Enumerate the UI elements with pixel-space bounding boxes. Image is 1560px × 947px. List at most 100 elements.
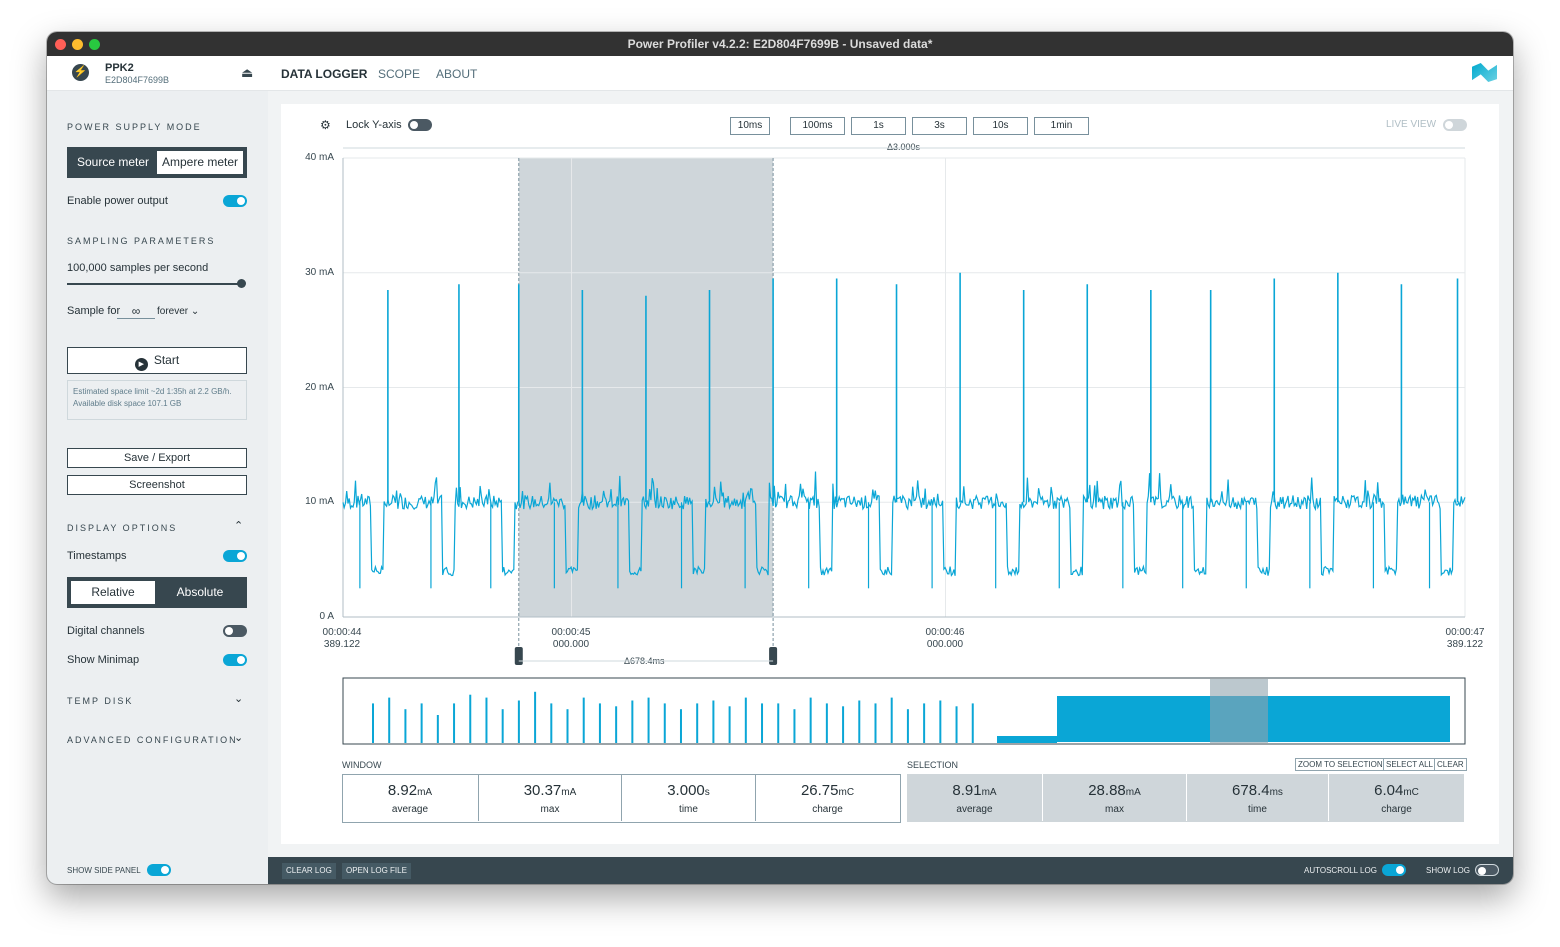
screenshot-button[interactable]: Screenshot [67, 475, 247, 495]
app-window: Power Profiler v4.2.2: E2D804F7699B - Un… [47, 32, 1513, 884]
sampling-title: SAMPLING PARAMETERS [67, 236, 216, 246]
window-time: 3.000s time [622, 774, 756, 821]
estimate-note: Estimated space limit ~2d 1:35h at 2.2 G… [67, 380, 247, 420]
sample-rate-slider-track[interactable] [67, 283, 243, 285]
power-supply-title: POWER SUPPLY MODE [67, 122, 202, 132]
tab-data-logger[interactable]: DATA LOGGER [281, 67, 368, 81]
selection-handle [514, 647, 523, 665]
settings-gear-icon[interactable]: ⚙ [320, 118, 331, 132]
selection-average: 8.91mA average [907, 774, 1043, 821]
side-panel: POWER SUPPLY MODE Source meter Ampere me… [47, 91, 268, 857]
open-log-file-button[interactable]: OPEN LOG FILE [342, 863, 411, 879]
zoom-to-selection-button[interactable]: ZOOM TO SELECTION [1295, 758, 1386, 771]
autoscroll-log-toggle[interactable] [1382, 864, 1406, 876]
sample-for-label: Sample for [67, 305, 121, 317]
timestamp-mode-toggle: Relative Absolute [67, 577, 247, 608]
save-export-button[interactable]: Save / Export [67, 448, 247, 468]
relative-button[interactable]: Relative [71, 581, 155, 604]
sample-for-input[interactable]: ∞ [117, 304, 155, 319]
clear-selection-button[interactable]: CLEAR [1434, 758, 1467, 771]
minimize-window-button[interactable] [72, 39, 83, 50]
lock-y-axis-label: Lock Y-axis [346, 119, 402, 131]
timestamps-label: Timestamps [67, 550, 127, 562]
start-button[interactable]: ▶ Start [67, 347, 247, 374]
clear-log-button[interactable]: CLEAR LOG [282, 863, 336, 879]
show-log-label: SHOW LOG [1426, 866, 1471, 875]
y-tick-label: 0 A [319, 611, 334, 622]
source-meter-button[interactable]: Source meter [76, 155, 150, 169]
temp-disk-title[interactable]: TEMP DISK [67, 696, 134, 706]
device-name: PPK2 [105, 62, 134, 74]
time-3s-button[interactable]: 3s [912, 117, 967, 135]
y-tick-label: 40 mA [305, 152, 334, 163]
close-window-button[interactable] [55, 39, 66, 50]
chevron-up-icon[interactable]: ⌃ [234, 520, 244, 532]
footer-bar: SHOW SIDE PANEL CLEAR LOG OPEN LOG FILE … [47, 857, 1513, 884]
window-delta-label: Δ3.000s [883, 142, 925, 152]
window-title: Power Profiler v4.2.2: E2D804F7699B - Un… [627, 37, 933, 51]
chevron-down-icon[interactable]: ⌄ [234, 732, 244, 744]
eject-icon[interactable]: ⏏ [241, 65, 254, 80]
selection-time: 678.4ms time [1187, 774, 1329, 821]
timestamps-toggle[interactable] [223, 550, 247, 562]
time-10s-button[interactable]: 10s [973, 117, 1028, 135]
x-tick-label: 00:00:44 389.122 [322, 627, 362, 650]
tab-scope[interactable]: SCOPE [378, 67, 421, 81]
show-log-toggle[interactable] [1475, 864, 1499, 876]
time-1s-button[interactable]: 1s [851, 117, 906, 135]
sample-for-unit-label: forever [157, 306, 189, 317]
start-label: Start [153, 353, 180, 367]
current-chart[interactable] [47, 32, 1513, 884]
power-mode-toggle: Source meter Ampere meter [67, 147, 247, 178]
display-options-title: DISPLAY OPTIONS [67, 523, 178, 533]
enable-power-label: Enable power output [67, 195, 168, 207]
live-view-label: LIVE VIEW [1386, 119, 1437, 130]
y-tick-label: 20 mA [305, 382, 334, 393]
time-10ms-button[interactable]: 10ms [730, 117, 770, 135]
lightning-icon: ⚡ [72, 64, 89, 81]
selection-handle [769, 647, 778, 665]
y-tick-label: 10 mA [305, 496, 334, 507]
show-side-panel-label: SHOW SIDE PANEL [67, 866, 141, 875]
window-charge: 26.75mC charge [800, 782, 855, 815]
advanced-config-title[interactable]: ADVANCED CONFIGURATION [67, 735, 238, 745]
title-bar: Power Profiler v4.2.2: E2D804F7699B - Un… [47, 32, 1513, 56]
window-max: 30.37mA max [479, 774, 622, 821]
time-1min-button[interactable]: 1min [1034, 117, 1089, 135]
minimap-toggle[interactable] [223, 654, 247, 666]
device-serial: E2D804F7699B [105, 75, 170, 85]
minimap-window-indicator [1210, 679, 1268, 743]
chevron-down-icon[interactable]: ⌄ [234, 693, 244, 705]
enable-power-toggle[interactable] [223, 195, 247, 207]
current-trace [342, 471, 1466, 577]
sample-rate-slider-handle[interactable] [237, 279, 246, 288]
minimap-label: Show Minimap [67, 654, 140, 666]
digital-channels-toggle[interactable] [223, 625, 247, 637]
app-header: ⚡ PPK2 E2D804F7699B ⏏ DATA LOGGER SCOPE … [47, 56, 1513, 91]
selection-charge: 6.04mC charge [1374, 782, 1419, 815]
sample-for-unit-select[interactable]: forever ⌄ [157, 306, 199, 317]
x-tick-label: 00:00:47 389.122 [1445, 627, 1485, 650]
time-100ms-button[interactable]: 100ms [790, 117, 845, 135]
selection-stats-label: SELECTION [907, 760, 959, 770]
lock-y-axis-toggle[interactable] [408, 119, 432, 131]
ampere-meter-button[interactable]: Ampere meter [157, 151, 243, 174]
minimap-dense-region [997, 736, 1057, 743]
chevron-down-icon: ⌄ [190, 306, 200, 317]
maximize-window-button[interactable] [89, 39, 100, 50]
play-icon: ▶ [134, 358, 148, 371]
footer-left: SHOW SIDE PANEL [47, 857, 268, 884]
x-tick-label: 00:00:45 000.000 [551, 627, 591, 650]
live-view-toggle[interactable] [1443, 119, 1467, 131]
show-side-panel-toggle[interactable] [147, 864, 171, 876]
select-all-button[interactable]: SELECT ALL [1383, 758, 1436, 771]
window-average: 8.92mA average [342, 774, 479, 821]
digital-channels-label: Digital channels [67, 625, 145, 637]
selection-max: 28.88mA max [1043, 774, 1187, 821]
samples-label: 100,000 samples per second [67, 262, 209, 274]
autoscroll-log-label: AUTOSCROLL LOG [1304, 866, 1377, 875]
tab-about[interactable]: ABOUT [436, 67, 478, 81]
x-tick-label: 00:00:46 000.000 [925, 627, 965, 650]
absolute-button[interactable]: Absolute [176, 585, 224, 599]
window-stats-label: WINDOW [342, 760, 382, 770]
